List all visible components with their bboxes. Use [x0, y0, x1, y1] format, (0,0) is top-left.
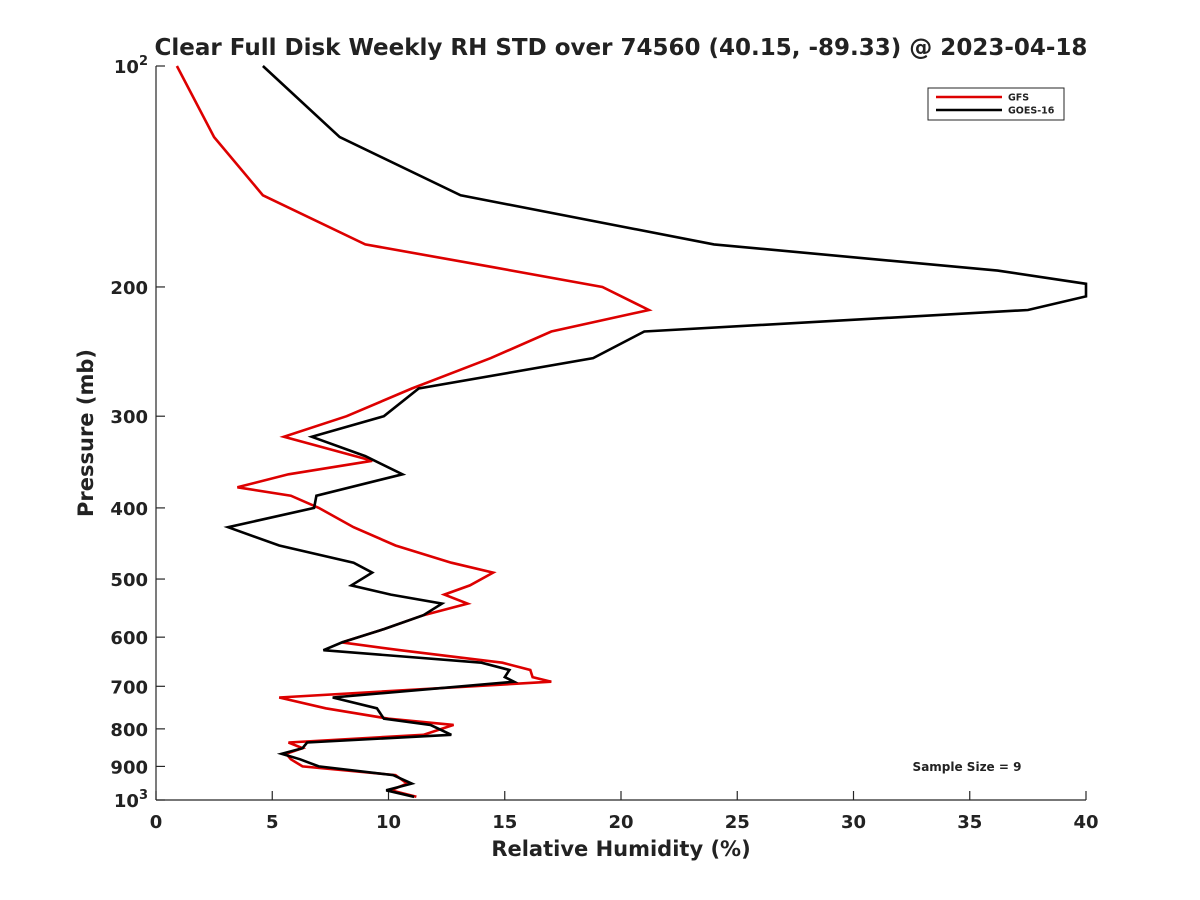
- y-tick-label: 700: [110, 677, 148, 698]
- x-tick-label: 25: [725, 812, 750, 833]
- y-tick-label-power: 103: [114, 788, 148, 812]
- y-tick-label: 400: [110, 499, 148, 520]
- legend-box: [927, 87, 1065, 121]
- legend-label: GOES-16: [1008, 106, 1055, 117]
- y-tick-label: 600: [110, 628, 148, 649]
- series-line-goes-16: [223, 65, 1088, 799]
- x-tick-label: 30: [841, 812, 866, 833]
- x-tick-label: 10: [376, 812, 401, 833]
- x-tick-label: 15: [492, 812, 517, 833]
- x-tick-label: 35: [957, 812, 982, 833]
- x-tick-label: 40: [1073, 812, 1098, 833]
- series-group: [175, 65, 1088, 799]
- x-tick-label: 5: [266, 812, 279, 833]
- x-axis-label: Relative Humidity (%): [491, 837, 750, 861]
- x-tick-label: 0: [150, 812, 163, 833]
- x-ticks: 0 5 10 15 20 25 30 35 40: [150, 791, 1099, 833]
- y-ticks: 200 300 400 500 600 700 800 900 102 103: [110, 54, 165, 812]
- y-tick-label: 200: [110, 278, 148, 299]
- y-tick-label: 900: [110, 757, 148, 778]
- y-tick-label: 300: [110, 407, 148, 428]
- y-axis-label: Pressure (mb): [74, 349, 98, 517]
- y-tick-label: 500: [110, 570, 148, 591]
- y-tick-label: 800: [110, 720, 148, 741]
- legend: GFS GOES-16: [927, 87, 1065, 121]
- y-tick-label-power: 102: [114, 54, 148, 78]
- legend-label: GFS: [1008, 93, 1029, 104]
- chart-title: Clear Full Disk Weekly RH STD over 74560…: [155, 35, 1088, 61]
- sample-size-annotation: Sample Size = 9: [913, 760, 1022, 774]
- x-tick-label: 20: [608, 812, 633, 833]
- plot-area: 0 5 10 15 20 25 30 35 40 200 300 400 500 600 700 800 90…: [110, 54, 1098, 833]
- series-line-gfs: [175, 65, 653, 799]
